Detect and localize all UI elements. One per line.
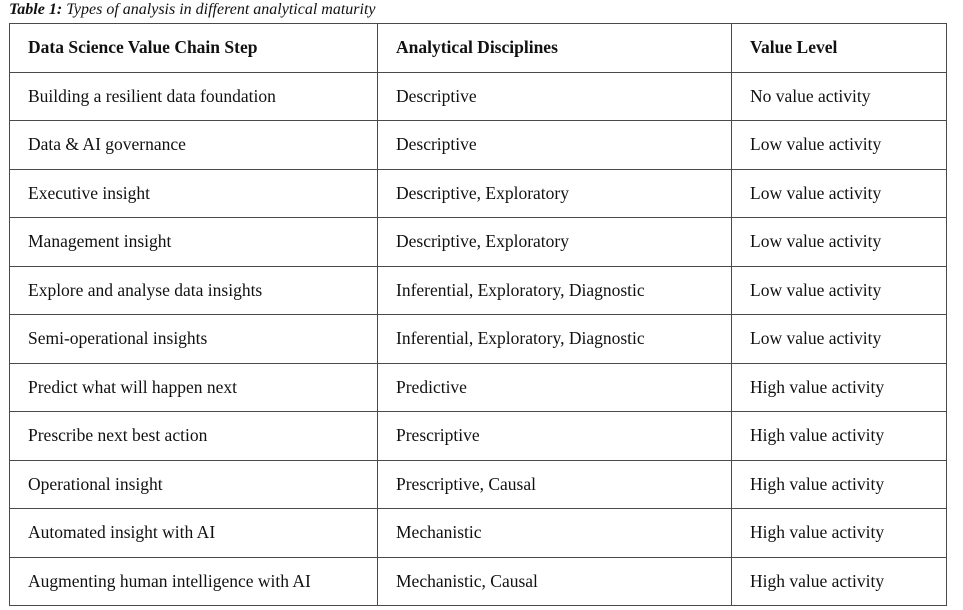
table-cell: Low value activity [731, 314, 947, 364]
table-cell: Operational insight [9, 459, 378, 509]
table-cell: High value activity [731, 362, 947, 412]
table-cell: Explore and analyse data insights [9, 265, 378, 315]
table-cell: Prescribe next best action [9, 411, 378, 461]
table-row: Prescribe next best action Prescriptive Hi… [9, 411, 947, 461]
table-cell: Mechanistic [377, 508, 732, 558]
header-cell: Data Science Value Chain Step [9, 23, 378, 73]
caption-label: Table 1: [9, 1, 63, 18]
table: Data Science Value Chain Step Analytical … [9, 23, 947, 606]
table-cell: Predict what will happen next [9, 362, 378, 412]
header-cell: Analytical Disciplines [377, 23, 732, 73]
table-cell: Management insight [9, 217, 378, 267]
table-cell: High value activity [731, 459, 947, 509]
table-cell: Semi-operational insights [9, 314, 378, 364]
table-row: Data & AI governance Descriptive Low value… [9, 120, 947, 170]
table-row: Executive insight Descriptive, Explorator… [9, 168, 947, 218]
table-cell: Low value activity [731, 217, 947, 267]
table-cell: Executive insight [9, 168, 378, 218]
header-cell: Value Level [731, 23, 947, 73]
table-row: Predict what will happen next Predictive H… [9, 362, 947, 412]
table-row: Automated insight with AI Mechanistic High… [9, 508, 947, 558]
table-cell: High value activity [731, 556, 947, 606]
caption-text: Types of analysis in different analytica… [66, 1, 376, 18]
table-cell: Automated insight with AI [9, 508, 378, 558]
table-cell: High value activity [731, 411, 947, 461]
table-cell: Data & AI governance [9, 120, 378, 170]
table-row: Building a resilient data foundation Desc… [9, 71, 947, 121]
table-cell: High value activity [731, 508, 947, 558]
table-row: Management insight Descriptive, Explorato… [9, 217, 947, 267]
table-cell: Inferential, Exploratory, Diagnostic [377, 314, 732, 364]
header-row: Data Science Value Chain Step Analytical … [9, 23, 947, 73]
table-caption: Table 1: Types of analysis in different … [9, 1, 375, 19]
table-row: Augmenting human intelligence with AI Mec… [9, 556, 947, 606]
table-cell: Augmenting human intelligence with AI [9, 556, 378, 606]
table-row: Operational insight Prescriptive, Causal H… [9, 459, 947, 509]
table-cell: Prescriptive [377, 411, 732, 461]
table-row: Explore and analyse data insights Inferen… [9, 265, 947, 315]
table-cell: No value activity [731, 71, 947, 121]
table-cell: Low value activity [731, 120, 947, 170]
table-cell: Descriptive [377, 120, 732, 170]
table-cell: Predictive [377, 362, 732, 412]
table-body: Building a resilient data foundation Desc… [9, 71, 947, 606]
table-cell: Building a resilient data foundation [9, 71, 378, 121]
table-row: Semi-operational insights Inferential, Ex… [9, 314, 947, 364]
table-cell: Descriptive [377, 71, 732, 121]
table-cell: Inferential, Exploratory, Diagnostic [377, 265, 732, 315]
table-cell: Low value activity [731, 168, 947, 218]
table-cell: Low value activity [731, 265, 947, 315]
table-cell: Prescriptive, Causal [377, 459, 732, 509]
table-cell: Mechanistic, Causal [377, 556, 732, 606]
table-cell: Descriptive, Exploratory [377, 168, 732, 218]
table-cell: Descriptive, Exploratory [377, 217, 732, 267]
